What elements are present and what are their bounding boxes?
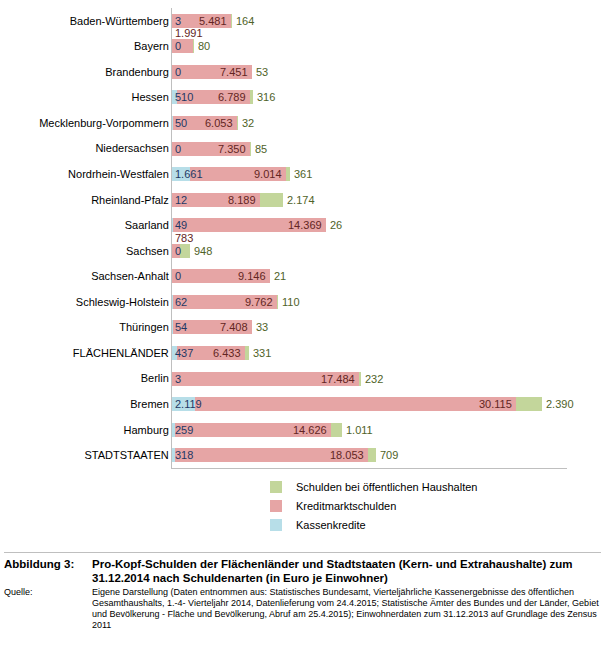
svg-text:Thüringen: Thüringen (119, 321, 169, 333)
svg-text:Mecklenburg-Vorpommern: Mecklenburg-Vorpommern (39, 117, 169, 129)
svg-text:783: 783 (175, 232, 193, 244)
svg-text:Hamburg: Hamburg (124, 424, 169, 436)
svg-text:14.369: 14.369 (288, 219, 322, 231)
svg-text:110: 110 (282, 296, 300, 308)
svg-text:Sachsen-Anhalt: Sachsen-Anhalt (91, 270, 169, 282)
svg-text:Sachsen: Sachsen (126, 245, 169, 257)
svg-text:53: 53 (256, 66, 268, 78)
svg-text:709: 709 (380, 449, 398, 461)
svg-text:49: 49 (175, 219, 187, 231)
svg-text:331: 331 (253, 347, 271, 359)
svg-text:2.119: 2.119 (175, 398, 202, 410)
svg-text:12: 12 (175, 194, 187, 206)
svg-text:1.011: 1.011 (346, 424, 373, 436)
svg-text:Hessen: Hessen (132, 91, 169, 103)
html-text:Eigene Darstellung (Daten entn: Eigene Darstellung (Daten entnommen aus:… (92, 587, 599, 630)
svg-text:Saarland: Saarland (125, 219, 169, 231)
svg-text:17.484: 17.484 (321, 373, 355, 385)
svg-text:7.451: 7.451 (220, 66, 248, 78)
svg-text:361: 361 (294, 168, 312, 180)
svg-text:3: 3 (175, 373, 181, 385)
svg-text:Bayern: Bayern (134, 40, 169, 52)
svg-text:9.146: 9.146 (238, 270, 266, 282)
svg-text:948: 948 (194, 245, 212, 257)
svg-text:1.991: 1.991 (175, 27, 203, 39)
svg-text:1.661: 1.661 (175, 168, 203, 180)
svg-text:Bremen: Bremen (130, 398, 169, 410)
svg-text:Kassenkredite: Kassenkredite (296, 519, 366, 531)
svg-text:FLÄCHENLÄNDER: FLÄCHENLÄNDER (73, 347, 169, 359)
svg-text:Rheinland-Pfalz: Rheinland-Pfalz (91, 194, 169, 206)
svg-text:Niedersachsen: Niedersachsen (95, 142, 168, 154)
svg-text:50: 50 (175, 117, 187, 129)
svg-text:9.762: 9.762 (245, 296, 273, 308)
html-text:Pro-Kopf-Schulden der Flächenl: Pro-Kopf-Schulden der Flächenländer und … (92, 558, 573, 584)
svg-text:259: 259 (175, 424, 193, 436)
html-text:Abbildung 3:: Abbildung 3: (4, 558, 75, 570)
svg-text:6.789: 6.789 (218, 91, 246, 103)
svg-text:33: 33 (256, 321, 268, 333)
svg-text:26: 26 (330, 219, 342, 231)
svg-text:0: 0 (175, 270, 181, 282)
html-text:Quelle:: Quelle: (4, 587, 33, 597)
svg-text:30.115: 30.115 (479, 398, 512, 410)
svg-text:Brandenburg: Brandenburg (105, 66, 169, 78)
svg-text:316: 316 (257, 91, 275, 103)
svg-text:Baden-Württemberg: Baden-Württemberg (70, 15, 169, 27)
svg-text:0: 0 (175, 245, 181, 257)
svg-text:6.053: 6.053 (205, 117, 233, 129)
svg-text:7.408: 7.408 (220, 321, 248, 333)
svg-text:14.626: 14.626 (293, 424, 327, 436)
svg-text:6.433: 6.433 (213, 347, 241, 359)
svg-text:32: 32 (242, 117, 254, 129)
svg-text:STADTSTAATEN: STADTSTAATEN (84, 449, 168, 461)
svg-text:Berlin: Berlin (141, 372, 169, 384)
svg-text:Schulden bei öffentlichen Haus: Schulden bei öffentlichen Haushalten (296, 481, 477, 493)
svg-text:2.174: 2.174 (287, 194, 315, 206)
svg-text:0: 0 (175, 66, 181, 78)
svg-text:2.390: 2.390 (546, 398, 574, 410)
svg-text:7.350: 7.350 (218, 143, 246, 155)
svg-text:318: 318 (175, 449, 193, 461)
svg-text:3: 3 (175, 15, 181, 27)
svg-text:437: 437 (175, 347, 193, 359)
svg-text:164: 164 (236, 15, 254, 27)
svg-text:0: 0 (175, 40, 181, 52)
svg-text:85: 85 (255, 143, 267, 155)
svg-text:5.481: 5.481 (199, 15, 227, 27)
svg-text:9.014: 9.014 (254, 168, 282, 180)
svg-text:8.189: 8.189 (228, 194, 256, 206)
svg-text:0: 0 (175, 143, 181, 155)
svg-text:62: 62 (175, 296, 187, 308)
svg-text:Nordrhein-Westfalen: Nordrhein-Westfalen (68, 168, 169, 180)
svg-text:Kreditmarktschulden: Kreditmarktschulden (296, 500, 396, 512)
svg-text:54: 54 (175, 321, 187, 333)
svg-text:510: 510 (175, 91, 193, 103)
svg-text:232: 232 (365, 373, 383, 385)
svg-text:80: 80 (198, 40, 210, 52)
svg-text:Schleswig-Holstein: Schleswig-Holstein (76, 296, 169, 308)
svg-text:21: 21 (274, 270, 286, 282)
svg-text:18.053: 18.053 (330, 449, 364, 461)
